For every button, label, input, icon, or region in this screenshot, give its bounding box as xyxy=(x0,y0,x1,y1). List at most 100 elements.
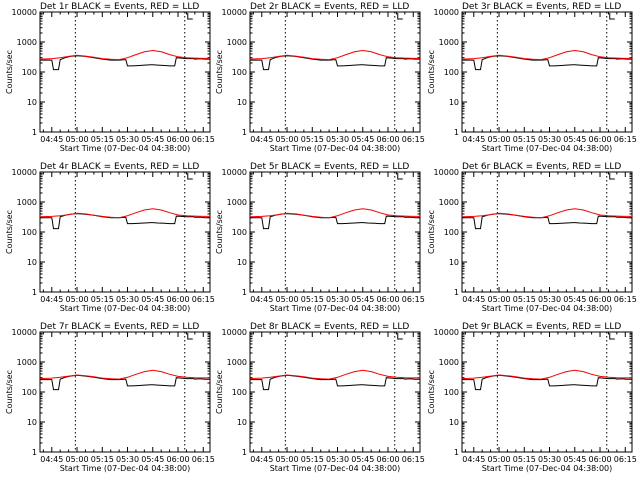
y-tick-label: 100 xyxy=(444,228,459,237)
events-series-line xyxy=(40,374,210,391)
x-tick-label: 06:00 xyxy=(376,295,399,304)
y-axis-label: Counts/sec xyxy=(215,210,224,254)
y-tick-label: 10000 xyxy=(12,168,37,177)
marker-bracket xyxy=(187,13,193,20)
x-tick-label: 05:15 xyxy=(513,135,536,144)
y-tick-label: 1000 xyxy=(439,358,459,367)
x-tick-label: 04:45 xyxy=(250,295,273,304)
x-tick-label: 05:45 xyxy=(141,135,164,144)
y-axis-label: Counts/sec xyxy=(5,210,14,254)
y-tick-label: 10000 xyxy=(12,8,37,17)
y-tick-label: 1 xyxy=(32,288,37,297)
panel-title: Det 3r BLACK = Events, RED = LLD xyxy=(462,2,621,12)
x-tick-label: 04:45 xyxy=(462,455,485,464)
x-tick-label: 05:30 xyxy=(326,135,349,144)
x-tick-label: 05:00 xyxy=(275,295,298,304)
x-tick-label: 06:15 xyxy=(192,295,215,304)
panel-title: Det 8r BLACK = Events, RED = LLD xyxy=(250,322,409,332)
panel-title: Det 5r BLACK = Events, RED = LLD xyxy=(250,162,409,172)
y-tick-label: 1 xyxy=(454,448,459,457)
y-axis-label: Counts/sec xyxy=(427,370,436,414)
x-tick-label: 06:00 xyxy=(588,295,611,304)
marker-bracket xyxy=(187,333,193,340)
x-tick-label: 05:00 xyxy=(487,455,510,464)
y-tick-label: 10000 xyxy=(222,8,247,17)
x-tick-label: 04:45 xyxy=(40,295,63,304)
y-tick-label: 1000 xyxy=(17,38,37,47)
lld-series-line xyxy=(249,369,420,380)
events-series-line xyxy=(40,213,210,230)
y-tick-label: 1000 xyxy=(227,198,247,207)
x-tick-label: 05:30 xyxy=(326,455,349,464)
y-tick-label: 10000 xyxy=(434,8,459,17)
y-tick-label: 1 xyxy=(32,448,37,457)
y-tick-label: 100 xyxy=(444,388,459,397)
y-tick-label: 1000 xyxy=(227,38,247,47)
x-tick-label: 05:15 xyxy=(301,455,324,464)
y-tick-label: 100 xyxy=(22,68,37,77)
x-tick-label: 05:00 xyxy=(65,135,88,144)
panel-det-9: Det 9r BLACK = Events, RED = LLD 1 10 100 10… xyxy=(427,322,637,473)
x-tick-label: 04:45 xyxy=(462,295,485,304)
events-series-line xyxy=(250,55,420,71)
panel-title: Det 4r BLACK = Events, RED = LLD xyxy=(40,162,199,172)
marker-bracket xyxy=(187,173,193,180)
panel-det-4: Det 4r BLACK = Events, RED = LLD 1 10 100 10… xyxy=(5,162,215,313)
y-tick-label: 1000 xyxy=(439,198,459,207)
events-series-line xyxy=(40,55,210,71)
x-axis-label: Start Time (07-Dec-04 04:38:00) xyxy=(270,464,401,473)
x-tick-label: 04:45 xyxy=(40,455,63,464)
y-tick-label: 10 xyxy=(27,418,37,427)
lld-series-line xyxy=(461,208,632,219)
y-tick-label: 10000 xyxy=(434,168,459,177)
y-tick-label: 1000 xyxy=(227,358,247,367)
x-tick-label: 05:30 xyxy=(538,135,561,144)
panel-det-6: Det 6r BLACK = Events, RED = LLD 1 10 100 10… xyxy=(427,162,637,313)
x-axis-label: Start Time (07-Dec-04 04:38:00) xyxy=(482,464,613,473)
x-tick-label: 05:00 xyxy=(487,135,510,144)
x-tick-label: 05:15 xyxy=(91,455,114,464)
y-axis-label: Counts/sec xyxy=(427,50,436,94)
x-tick-label: 05:15 xyxy=(513,295,536,304)
y-tick-label: 10 xyxy=(27,98,37,107)
x-tick-label: 06:00 xyxy=(588,455,611,464)
y-tick-label: 100 xyxy=(22,228,37,237)
y-tick-label: 10 xyxy=(237,98,247,107)
x-tick-label: 06:15 xyxy=(192,455,215,464)
y-tick-label: 1000 xyxy=(17,198,37,207)
x-tick-label: 04:45 xyxy=(462,135,485,144)
panel-title: Det 7r BLACK = Events, RED = LLD xyxy=(40,322,199,332)
x-tick-label: 05:00 xyxy=(275,135,298,144)
events-series-line xyxy=(462,213,632,230)
x-tick-label: 05:00 xyxy=(65,295,88,304)
y-tick-label: 100 xyxy=(232,388,247,397)
x-tick-label: 06:15 xyxy=(614,455,637,464)
y-tick-label: 10000 xyxy=(222,328,247,337)
x-tick-label: 04:45 xyxy=(250,455,273,464)
marker-bracket xyxy=(609,13,615,20)
lld-series-line xyxy=(39,369,210,380)
y-tick-label: 1000 xyxy=(17,358,37,367)
x-tick-label: 05:45 xyxy=(141,455,164,464)
y-tick-label: 10000 xyxy=(12,328,37,337)
x-axis-label: Start Time (07-Dec-04 04:38:00) xyxy=(270,304,401,313)
y-tick-label: 1000 xyxy=(439,38,459,47)
x-tick-label: 06:15 xyxy=(192,135,215,144)
lld-series-line xyxy=(249,49,420,61)
x-axis-label: Start Time (07-Dec-04 04:38:00) xyxy=(482,144,613,153)
events-series-line xyxy=(462,55,632,71)
panel-title: Det 6r BLACK = Events, RED = LLD xyxy=(462,162,621,172)
x-axis-label: Start Time (07-Dec-04 04:38:00) xyxy=(60,464,191,473)
events-series-line xyxy=(250,213,420,230)
x-tick-label: 05:30 xyxy=(116,455,139,464)
y-tick-label: 1 xyxy=(454,288,459,297)
x-tick-label: 06:00 xyxy=(166,295,189,304)
x-tick-label: 05:45 xyxy=(563,135,586,144)
x-tick-label: 05:15 xyxy=(513,455,536,464)
y-axis-label: Counts/sec xyxy=(215,50,224,94)
x-tick-label: 05:15 xyxy=(301,135,324,144)
y-axis-label: Counts/sec xyxy=(215,370,224,414)
x-tick-label: 05:45 xyxy=(563,295,586,304)
